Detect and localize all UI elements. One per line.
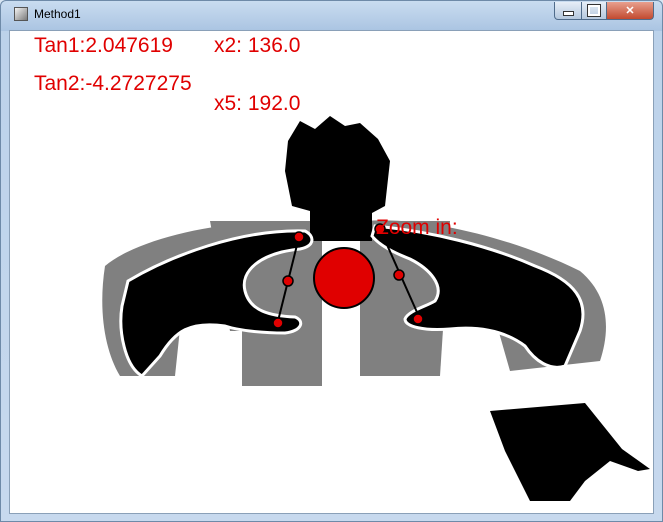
window-title: Method1 xyxy=(34,7,81,21)
zoom-label: Zoom in: xyxy=(376,216,458,239)
maximize-icon xyxy=(587,4,601,17)
left-arm-silhouette xyxy=(119,229,314,378)
maximize-button[interactable] xyxy=(581,2,607,20)
head-silhouette xyxy=(285,116,390,241)
left-joint-mid xyxy=(282,275,294,287)
right-joint-top xyxy=(374,223,386,235)
minimize-button[interactable] xyxy=(554,2,582,20)
lower-right-object xyxy=(490,403,650,501)
right-arm-silhouette xyxy=(370,224,585,369)
minimize-icon xyxy=(562,11,574,16)
depth-image-canvas[interactable]: Tan1:2.047619 x2: 136.0 Tan2:-4.2727275 … xyxy=(9,30,654,514)
x5-readout: x5: 192.0 xyxy=(214,92,301,115)
right-joint-mid xyxy=(393,269,405,281)
tan1-readout: Tan1:2.047619 xyxy=(34,34,173,57)
left-joint-bottom xyxy=(272,317,284,329)
center-marker xyxy=(313,247,375,309)
title-bar[interactable]: Method1 ✕ xyxy=(1,1,662,27)
x2-readout: x2: 136.0 xyxy=(214,34,301,57)
close-icon: ✕ xyxy=(625,5,635,17)
close-button[interactable]: ✕ xyxy=(606,2,654,20)
left-joint-top xyxy=(293,231,305,243)
app-icon xyxy=(14,7,28,21)
right-joint-bottom xyxy=(412,313,424,325)
segmentation-view xyxy=(102,116,650,501)
tan2-readout: Tan2:-4.2727275 xyxy=(34,72,192,95)
